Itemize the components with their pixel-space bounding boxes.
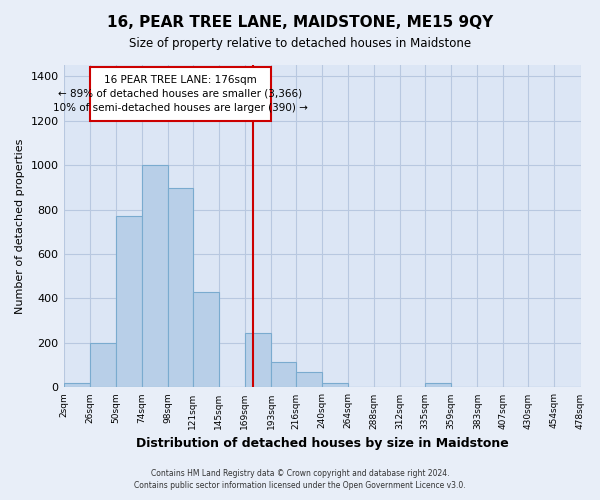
- FancyBboxPatch shape: [89, 67, 271, 120]
- Bar: [193, 292, 219, 388]
- Text: 16 PEAR TREE LANE: 176sqm
← 89% of detached houses are smaller (3,366)
10% of se: 16 PEAR TREE LANE: 176sqm ← 89% of detac…: [53, 75, 308, 113]
- Bar: [296, 372, 322, 388]
- Bar: [116, 216, 142, 388]
- Bar: [425, 383, 451, 388]
- Bar: [168, 188, 193, 388]
- Y-axis label: Number of detached properties: Number of detached properties: [15, 138, 25, 314]
- Text: Size of property relative to detached houses in Maidstone: Size of property relative to detached ho…: [129, 38, 471, 51]
- Bar: [64, 383, 89, 388]
- Bar: [322, 383, 348, 388]
- Text: Contains HM Land Registry data © Crown copyright and database right 2024.
Contai: Contains HM Land Registry data © Crown c…: [134, 468, 466, 490]
- Bar: [245, 333, 271, 388]
- Bar: [142, 165, 168, 388]
- Bar: [271, 362, 296, 388]
- Bar: [89, 343, 116, 388]
- X-axis label: Distribution of detached houses by size in Maidstone: Distribution of detached houses by size …: [136, 437, 508, 450]
- Text: 16, PEAR TREE LANE, MAIDSTONE, ME15 9QY: 16, PEAR TREE LANE, MAIDSTONE, ME15 9QY: [107, 15, 493, 30]
